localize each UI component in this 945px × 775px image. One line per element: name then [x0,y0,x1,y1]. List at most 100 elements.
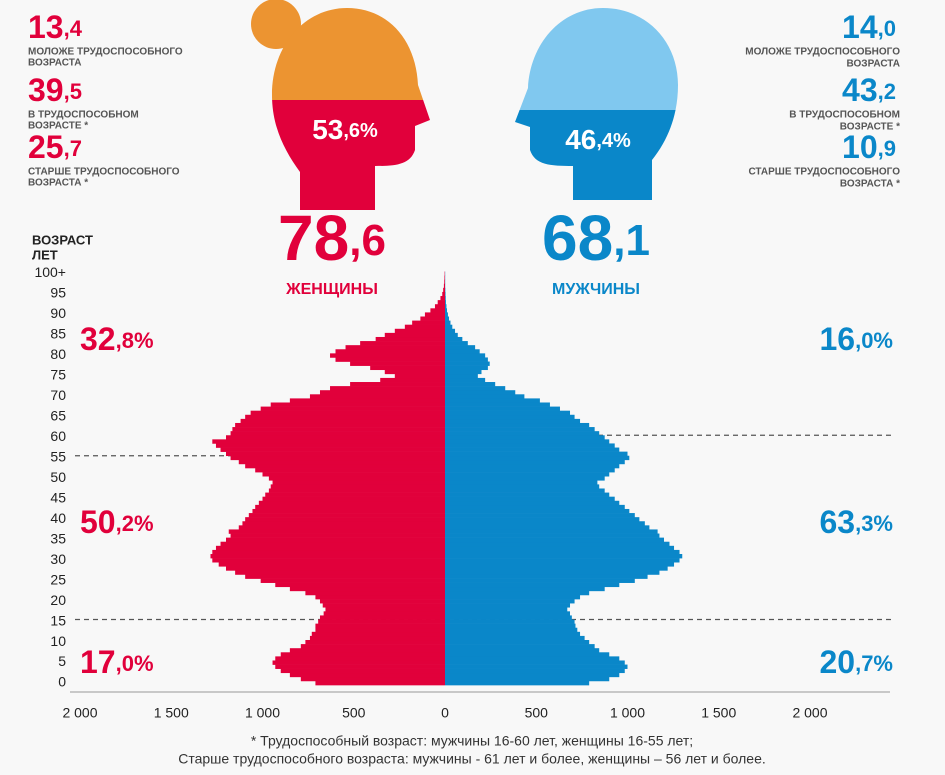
stat-label: МОЛОЖЕ ТРУДОСПОСОБНОГО [745,47,900,58]
bar [445,300,446,305]
bar [445,513,635,518]
bar [442,291,445,297]
bar [260,578,445,583]
bar [330,353,445,358]
footnote: Старше трудоспособного возраста: мужчины… [178,751,766,767]
man-head [515,8,678,200]
bar [440,296,445,301]
y-tick-label: 5 [58,653,66,669]
bar [445,541,670,547]
y-tick-label: 25 [50,571,66,587]
bar [445,582,620,588]
bar [445,422,590,428]
bar [270,484,445,489]
bar [444,275,445,280]
bar [335,349,445,354]
bar [305,640,445,645]
bar [230,431,445,436]
x-tick-label: 500 [525,705,549,721]
bar [319,390,445,395]
bar [445,332,458,338]
group-share: 20,7% [819,644,893,680]
bar [218,562,445,567]
y-tick-label: 30 [50,551,66,567]
bar [445,500,620,506]
bar [255,468,445,473]
group-share: 50,2% [80,504,154,540]
bar [445,455,630,461]
bar [350,361,445,366]
stat-value: 25,7 [28,129,82,165]
series-right [445,271,683,686]
men-label: МУЖЧИНЫ [552,281,640,298]
stat-label: СТАРШЕ ТРУДОСПОСОБНОГО [28,167,180,178]
bar [445,447,620,452]
bar [445,529,658,534]
bar [445,406,560,411]
y-axis-label: ВОЗРАСТ [32,232,93,247]
bar [445,382,496,387]
bar [235,570,445,575]
bar [330,386,445,391]
bar [245,414,445,420]
bar [445,496,615,502]
bar [319,615,445,620]
y-tick-label: 80 [50,346,66,362]
bar [445,431,600,436]
bar [250,410,445,416]
bar [445,492,610,497]
women-share: 53,6% [312,114,378,145]
stat-label: В ТРУДОСПОСОБНОМ [28,110,139,121]
bar [315,594,445,600]
bar [445,353,486,358]
stat-value: 43,2 [842,72,896,108]
bar [445,644,595,649]
bar [232,427,445,432]
bar [445,648,600,653]
bar [230,455,445,461]
bar [445,459,625,465]
bar [445,443,615,448]
bar [212,558,445,563]
bar [445,386,506,391]
bar [445,296,446,301]
bar [445,365,488,371]
series-left [210,271,445,686]
bar [445,394,525,399]
men-total: 68,1 [542,202,650,274]
bar [212,439,445,444]
bar [210,554,445,559]
bar [445,390,516,395]
bar [445,468,615,473]
bar [311,631,445,637]
bar [445,291,446,297]
bar [272,480,445,485]
bar [322,603,445,608]
bar [445,566,668,571]
group-share: 16,0% [819,321,893,357]
bar [445,402,550,407]
bar [226,451,445,457]
bar [443,283,445,289]
bar [445,558,680,563]
bar [445,537,664,543]
y-tick-label: 75 [50,367,66,383]
stat-value: 13,4 [28,9,83,45]
bar [350,382,445,387]
bar [380,377,445,383]
y-tick-label: 15 [50,612,66,628]
bar [445,517,640,522]
bar [275,656,445,661]
women-total: 78,6 [278,202,386,274]
bar [300,676,445,682]
bar [445,594,581,600]
y-axis-label: ЛЕТ [32,247,58,262]
bar [445,377,486,383]
x-tick-label: 500 [342,705,366,721]
bar [445,410,571,416]
bar [275,582,445,588]
bar [445,599,575,604]
bar [280,652,445,657]
stat-label: СТАРШЕ ТРУДОСПОСОБНОГО [748,167,900,178]
bar [445,652,610,657]
